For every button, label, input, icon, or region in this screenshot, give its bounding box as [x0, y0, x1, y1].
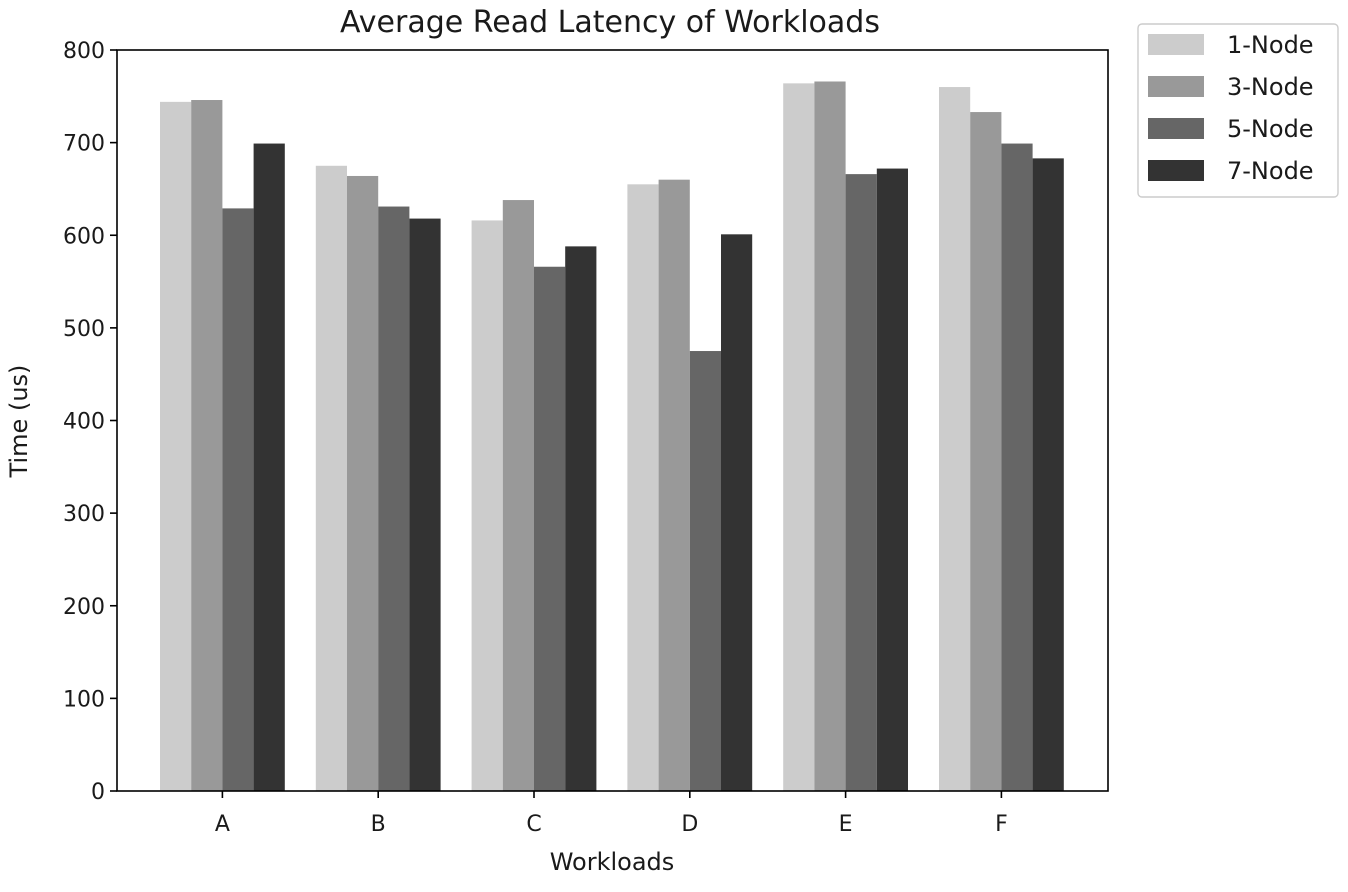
y-tick-label: 200	[63, 595, 105, 620]
bar-d-7-node	[721, 234, 753, 791]
bar-c-3-node	[502, 200, 534, 792]
bar-a-7-node	[253, 143, 285, 792]
bar-c-7-node	[565, 246, 597, 791]
legend-swatch-7-node	[1148, 160, 1204, 181]
legend-label-7-node: 7-Node	[1227, 157, 1314, 185]
bar-b-5-node	[378, 206, 410, 792]
bar-c-1-node	[471, 220, 503, 791]
bar-f-1-node	[939, 87, 971, 792]
bar-c-5-node	[534, 266, 566, 791]
bar-e-1-node	[783, 83, 815, 792]
legend-box	[1137, 23, 1339, 198]
x-tick-label-f: F	[995, 812, 1008, 837]
x-tick-label-d: D	[681, 812, 698, 837]
bar-f-3-node	[970, 112, 1002, 791]
legend-swatch-1-node	[1148, 34, 1204, 55]
x-tick-label-b: B	[371, 812, 386, 837]
bar-e-5-node	[845, 174, 877, 791]
bar-f-5-node	[1001, 143, 1033, 792]
legend-items: 1-Node 3-Node 5-Node 7-Node	[1148, 31, 1314, 185]
bars-layer	[160, 81, 1064, 792]
bar-a-3-node	[191, 100, 223, 791]
x-tick-label-a: A	[215, 812, 230, 837]
bar-e-7-node	[876, 168, 908, 791]
legend-swatch-3-node	[1148, 76, 1204, 97]
y-tick-label: 300	[63, 502, 105, 527]
bar-a-1-node	[160, 101, 192, 792]
x-axis-label: Workloads	[550, 848, 675, 876]
plot-area-frame	[116, 49, 1109, 792]
bar-b-3-node	[347, 175, 379, 792]
y-tick-label: 100	[63, 687, 105, 712]
x-tick-label-c: C	[526, 812, 541, 837]
bar-d-1-node	[627, 184, 659, 791]
y-axis-ticks: 0 100 200 300 400 500 600 700 800	[63, 39, 117, 805]
y-tick-label: 400	[63, 410, 105, 435]
bar-d-3-node	[658, 179, 690, 791]
y-tick-label: 700	[63, 132, 105, 157]
legend-swatch-5-node	[1148, 118, 1204, 139]
legend-label-1-node: 1-Node	[1227, 31, 1314, 59]
bar-b-1-node	[315, 165, 347, 791]
legend-label-5-node: 5-Node	[1227, 115, 1314, 143]
bar-e-3-node	[814, 81, 846, 792]
x-axis-ticks: A B C D E F	[215, 791, 1008, 837]
legend-label-3-node: 3-Node	[1227, 73, 1314, 101]
y-axis-label: Time (us)	[5, 365, 33, 479]
y-tick-label: 600	[63, 224, 105, 249]
legend: 1-Node 3-Node 5-Node 7-Node	[1137, 23, 1339, 198]
bar-f-7-node	[1032, 158, 1064, 791]
x-tick-label-e: E	[839, 812, 853, 837]
bar-a-5-node	[222, 208, 254, 791]
bar-b-7-node	[409, 218, 441, 791]
y-tick-label: 500	[63, 317, 105, 342]
bar-d-5-node	[689, 351, 721, 791]
y-tick-label: 0	[91, 780, 105, 805]
chart-title: Average Read Latency of Workloads	[340, 5, 880, 40]
y-tick-label: 800	[63, 39, 105, 64]
